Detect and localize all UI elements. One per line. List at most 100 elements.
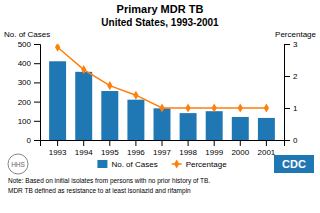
tick-label: 1997 bbox=[153, 148, 171, 157]
legend-label: No. of Cases bbox=[111, 160, 157, 169]
tick: 1999 bbox=[205, 140, 223, 157]
marker bbox=[185, 103, 190, 112]
tick: 2 bbox=[284, 72, 298, 81]
tick-label: 400 bbox=[18, 59, 32, 68]
tick-label: 3 bbox=[293, 40, 298, 49]
tick-label: 1999 bbox=[205, 148, 223, 157]
tick: 1995 bbox=[101, 140, 119, 157]
tick: 1996 bbox=[127, 140, 145, 157]
tick-mark bbox=[34, 102, 40, 103]
bar bbox=[206, 111, 223, 140]
marker bbox=[264, 103, 269, 112]
tick-mark bbox=[34, 140, 40, 141]
badge-box bbox=[274, 155, 314, 173]
axis-line bbox=[34, 45, 41, 141]
tick-label: 500 bbox=[18, 40, 32, 49]
bar bbox=[49, 61, 66, 140]
tick: 2000 bbox=[231, 140, 249, 157]
tick: 1998 bbox=[179, 140, 197, 157]
y-axis-title: No. of Cases bbox=[4, 30, 50, 39]
tick: 300 bbox=[18, 78, 40, 87]
tick-label: 2000 bbox=[231, 148, 249, 157]
marker bbox=[238, 103, 243, 112]
tick-mark bbox=[34, 63, 40, 64]
tick: 1994 bbox=[75, 140, 93, 157]
tick-label: 1995 bbox=[101, 148, 119, 157]
tick: 200 bbox=[18, 98, 40, 107]
legend-item: Percentage bbox=[172, 159, 227, 169]
marker bbox=[107, 81, 112, 90]
tick-label: 2 bbox=[293, 72, 298, 81]
tick-label: 0 bbox=[293, 136, 298, 145]
tick: 0 bbox=[284, 136, 298, 145]
marker bbox=[81, 65, 86, 74]
marker bbox=[133, 91, 138, 100]
bar-series bbox=[49, 61, 275, 140]
seal bbox=[8, 154, 28, 174]
marks bbox=[49, 44, 275, 140]
tick-mark bbox=[284, 76, 290, 77]
line bbox=[58, 47, 267, 108]
tick-mark bbox=[135, 140, 136, 146]
tick-mark bbox=[109, 140, 110, 146]
marker bbox=[212, 103, 217, 112]
bar bbox=[154, 108, 171, 140]
legend-marker bbox=[174, 159, 179, 168]
tick-label: 0 bbox=[27, 136, 32, 145]
tick-mark bbox=[240, 140, 241, 146]
tick-mark bbox=[284, 140, 290, 141]
y2-axis: 0 1 2 3 bbox=[284, 40, 298, 145]
tick-mark bbox=[162, 140, 163, 146]
marker bbox=[55, 44, 60, 52]
tick: 500 bbox=[18, 40, 40, 49]
bar bbox=[232, 117, 249, 140]
tick-mark bbox=[284, 44, 290, 45]
bar bbox=[75, 72, 92, 140]
title: Primary MDR TB bbox=[117, 3, 204, 15]
tick: 400 bbox=[18, 59, 40, 68]
seal-label: HHS bbox=[11, 161, 25, 168]
tick-label: 100 bbox=[18, 117, 32, 126]
tick-label: 200 bbox=[18, 98, 32, 107]
tick: 1 bbox=[284, 104, 298, 113]
chart: Primary MDR TB United States, 1993-2001 19… bbox=[0, 0, 320, 213]
legend: No. of Cases Percentage bbox=[97, 159, 227, 169]
tick: 2001 bbox=[257, 140, 275, 157]
tick-mark bbox=[188, 140, 189, 146]
legend-label: Percentage bbox=[186, 160, 227, 169]
y2-axis-title: Percentage bbox=[275, 30, 316, 39]
marker bbox=[159, 103, 164, 112]
tick-label: 1994 bbox=[75, 148, 93, 157]
tick-label: 300 bbox=[18, 78, 32, 87]
legend-swatch bbox=[97, 160, 107, 168]
tick: 1997 bbox=[153, 140, 171, 157]
tick-mark bbox=[214, 140, 215, 146]
bar bbox=[127, 100, 144, 140]
tick: 3 bbox=[284, 40, 298, 49]
tick-mark bbox=[34, 121, 40, 122]
tick: 100 bbox=[18, 117, 40, 126]
tick: 0 bbox=[27, 136, 40, 145]
y-axis: 0 100 200 300 400 500 bbox=[18, 40, 41, 145]
note: Note: Based on initial isolates from per… bbox=[8, 177, 210, 185]
tick-label: 2001 bbox=[257, 148, 275, 157]
axis-line bbox=[285, 45, 291, 141]
tick: 1993 bbox=[49, 140, 67, 157]
bar bbox=[180, 113, 197, 140]
plot: 1993199419951996199719981999200020010100… bbox=[18, 40, 298, 157]
note: MDR TB defined as resistance to at least… bbox=[8, 187, 191, 195]
tick-mark bbox=[34, 82, 40, 83]
bar bbox=[258, 118, 275, 140]
legend-item: No. of Cases bbox=[97, 160, 157, 169]
tick-label: 1993 bbox=[49, 148, 67, 157]
tick-mark bbox=[284, 108, 290, 109]
tick-label: 1 bbox=[293, 104, 298, 113]
tick-label: 1998 bbox=[179, 148, 197, 157]
tick-mark bbox=[34, 44, 40, 45]
badge-label: CDC bbox=[282, 158, 306, 170]
subtitle: United States, 1993-2001 bbox=[101, 17, 219, 28]
bar bbox=[101, 91, 118, 140]
tick-mark bbox=[266, 140, 267, 146]
x-axis: 1993 1994 1995 1996 1997 1998 1999 2000 2001 bbox=[41, 140, 285, 157]
tick-mark bbox=[83, 140, 84, 146]
